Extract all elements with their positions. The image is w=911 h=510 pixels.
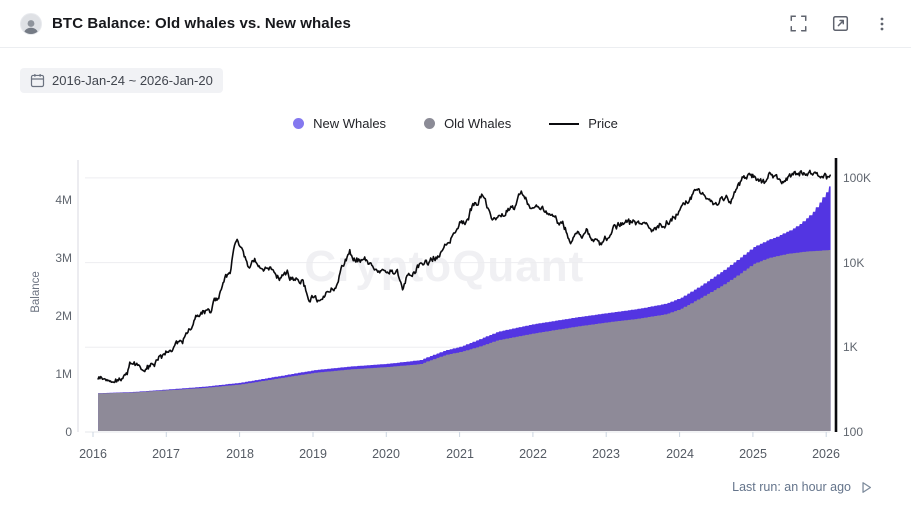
legend-label: New Whales bbox=[313, 116, 387, 131]
x-tick-label: 2019 bbox=[299, 447, 327, 461]
date-range-filter[interactable]: 2016-Jan-24 ~ 2026-Jan-20 bbox=[20, 68, 223, 93]
chart-footer: Last run: an hour ago bbox=[732, 480, 873, 494]
author-avatar[interactable] bbox=[20, 12, 42, 35]
y-axis-title: Balance bbox=[30, 271, 42, 313]
legend-label: Old Whales bbox=[444, 116, 512, 131]
x-tick-label: 2020 bbox=[372, 447, 400, 461]
y-right-tick-label: 1K bbox=[843, 340, 858, 354]
calendar-icon bbox=[30, 73, 45, 88]
date-range-label: 2016-Jan-24 ~ 2026-Jan-20 bbox=[52, 73, 213, 88]
external-link-icon[interactable] bbox=[831, 15, 849, 33]
x-tick-label: 2016 bbox=[79, 447, 107, 461]
chart-area: CryptoQuant Balance 0 1M 2M 3M 4M 100 1K 10K 100… bbox=[0, 140, 911, 470]
last-run-label: Last run: an hour ago bbox=[732, 480, 851, 494]
kebab-menu-icon[interactable] bbox=[873, 15, 891, 33]
price-swatch-line bbox=[549, 122, 580, 125]
x-tick-label: 2026 bbox=[812, 447, 840, 461]
x-tick-label: 2025 bbox=[739, 447, 767, 461]
chart-legend: New Whales Old Whales Price bbox=[0, 116, 911, 131]
run-play-icon[interactable] bbox=[860, 481, 873, 494]
x-tick-label: 2022 bbox=[519, 447, 547, 461]
legend-label: Price bbox=[588, 116, 618, 131]
y-left-tick-label: 1M bbox=[55, 367, 72, 381]
legend-item-old-whales[interactable]: Old Whales bbox=[424, 116, 511, 131]
y-left-tick-label: 0 bbox=[65, 425, 72, 439]
y-left-tick-label: 2M bbox=[55, 309, 72, 323]
page-title: BTC Balance: Old whales vs. New whales bbox=[52, 15, 351, 32]
legend-item-new-whales[interactable]: New Whales bbox=[293, 116, 386, 131]
chart-header: BTC Balance: Old whales vs. New whales bbox=[0, 0, 911, 48]
y-right-tick-label: 100 bbox=[843, 425, 864, 439]
x-tick-label: 2023 bbox=[592, 447, 620, 461]
legend-item-price[interactable]: Price bbox=[549, 116, 618, 131]
x-tick-label: 2024 bbox=[666, 447, 694, 461]
x-tick-label: 2017 bbox=[152, 447, 180, 461]
person-icon bbox=[23, 19, 39, 34]
y-right-tick-label: 100K bbox=[843, 171, 872, 185]
y-right-tick-label: 10K bbox=[843, 256, 865, 270]
y-left-tick-label: 3M bbox=[55, 251, 72, 265]
fullscreen-icon[interactable] bbox=[789, 15, 807, 33]
x-tick-label: 2018 bbox=[226, 447, 254, 461]
x-tick-label: 2021 bbox=[446, 447, 474, 461]
new-whales-swatch-dot bbox=[293, 118, 305, 129]
y-left-tick-label: 4M bbox=[55, 193, 72, 207]
cryptoquant-watermark: CryptoQuant bbox=[304, 242, 585, 291]
old-whales-swatch-dot bbox=[424, 118, 436, 129]
plot-area[interactable] bbox=[0, 140, 911, 470]
